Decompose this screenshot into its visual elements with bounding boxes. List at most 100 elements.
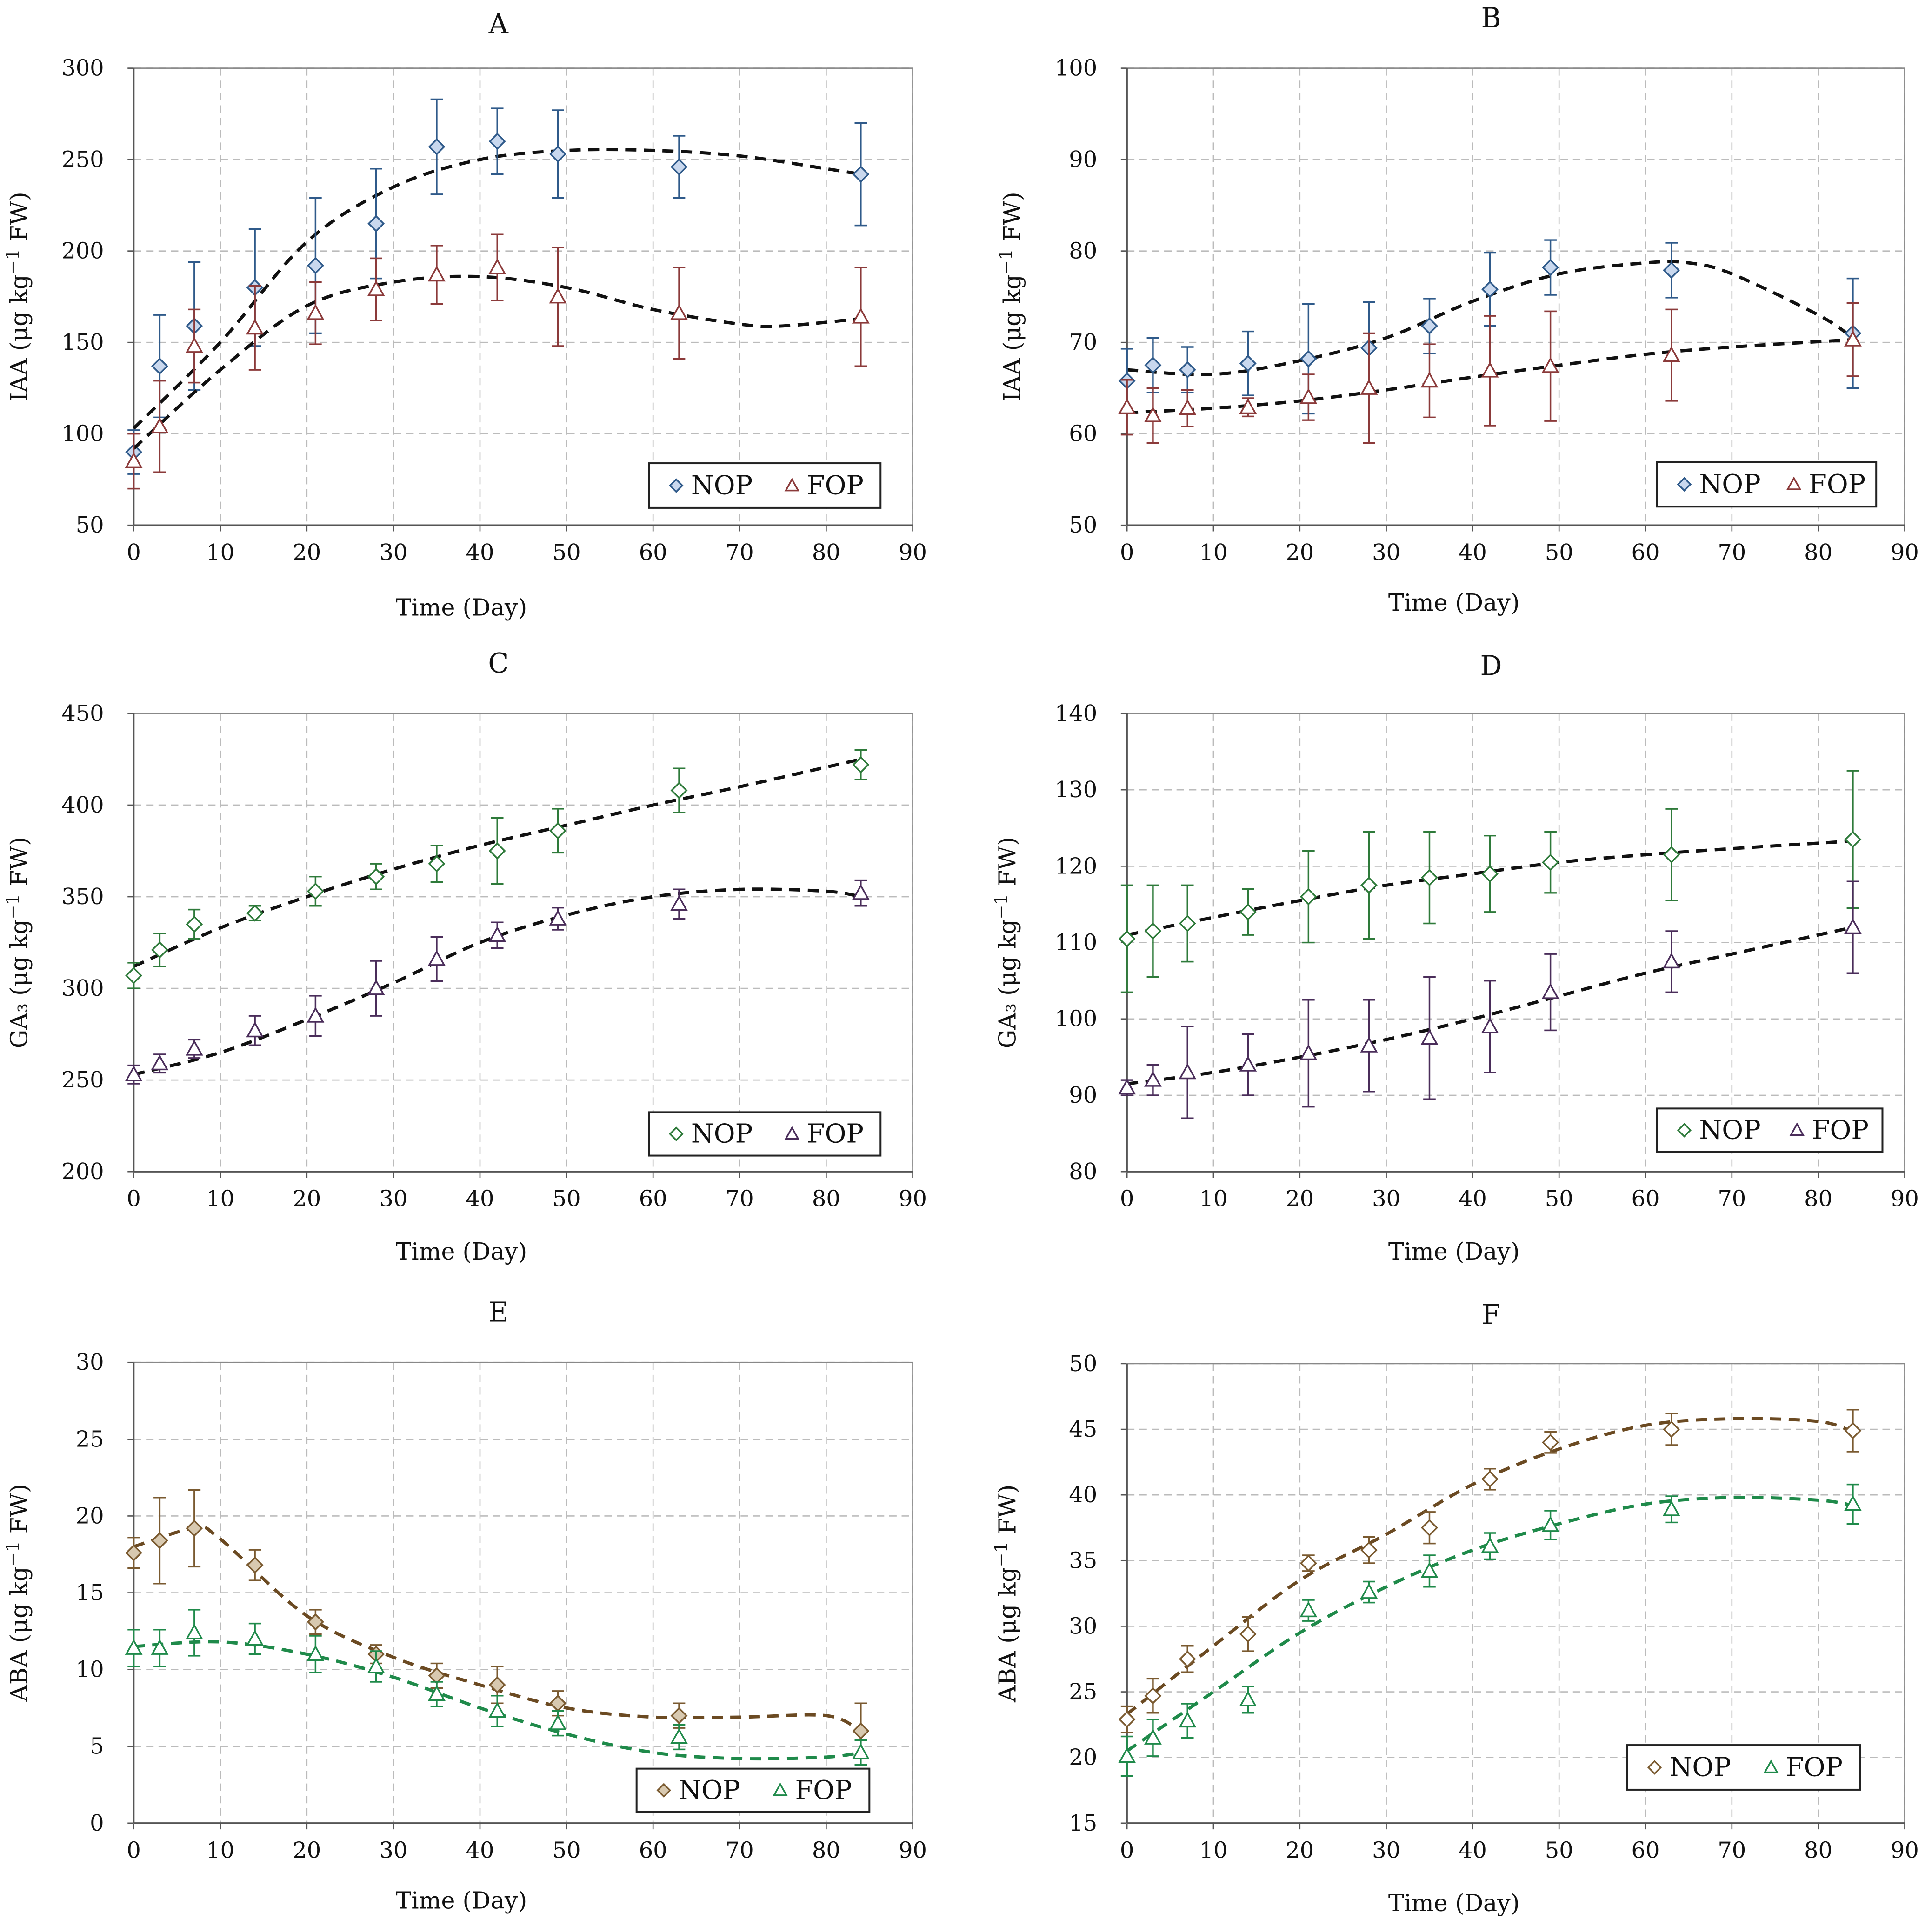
data-point-fop	[670, 895, 688, 911]
y-tick-label: 130	[1055, 777, 1097, 803]
x-tick-label: 30	[379, 1838, 407, 1863]
y-axis-label-suffix: FW)	[994, 837, 1021, 894]
data-point-nop	[1481, 1470, 1499, 1488]
y-tick-label: 25	[76, 1426, 104, 1452]
y-tick-label: 10	[76, 1657, 104, 1683]
data-point-fop	[428, 1685, 446, 1701]
x-tick-label: 80	[1804, 1186, 1832, 1212]
chart-panel-d: 0 10 20 30 40 50 60 70 80 90 80 90 100 110 120 130 140 D T…	[991, 650, 1919, 1265]
data-point-nop	[1421, 1519, 1438, 1537]
data-point-fop	[1144, 406, 1162, 422]
y-tick-label: 350	[61, 884, 104, 910]
data-point-nop	[1663, 1420, 1680, 1438]
chart-panel-e: 0 10 20 30 40 50 60 70 80 90 0 5 10 15 20 25 30 E Time (Da…	[2, 1296, 927, 1914]
data-point-nop	[1179, 915, 1196, 932]
data-point-fop	[1481, 361, 1499, 378]
y-tick-label: 150	[61, 330, 104, 355]
data-point-nop	[1360, 1541, 1378, 1559]
data-point-fop	[1844, 330, 1862, 347]
x-tick-label: 70	[1718, 1186, 1746, 1212]
x-tick-label: 70	[726, 1838, 754, 1863]
y-tick-label: 40	[1069, 1482, 1097, 1508]
y-tick-label: 300	[61, 976, 104, 1001]
x-tick-label: 50	[553, 1186, 581, 1212]
chart-title: C	[488, 647, 509, 679]
x-tick-label: 90	[1891, 1838, 1919, 1863]
series-fop	[125, 879, 870, 1085]
chart-panel-a: 0 10 20 30 40 50 60 70 80 90 50 100 150 200 250 300 A Tim…	[2, 8, 927, 621]
data-point-fop	[428, 266, 446, 282]
x-axis-label: Time (Day)	[1388, 1889, 1520, 1917]
data-point-fop	[125, 452, 143, 468]
x-tick-label: 70	[726, 540, 754, 566]
legend-triangle-icon	[784, 1126, 800, 1140]
x-tick-label: 20	[1286, 1838, 1314, 1863]
legend-box	[648, 1111, 882, 1157]
legend: NOP FOP	[648, 1111, 882, 1157]
data-point-fop	[1299, 1044, 1318, 1060]
x-tick-label: 80	[1804, 540, 1832, 566]
y-tick-label: 80	[1069, 239, 1097, 264]
plot-frame	[133, 67, 913, 526]
chart-panel-b: 0 10 20 30 40 50 60 70 80 90 50 60 70 80 90 100 B Time (D…	[996, 2, 1919, 616]
data-point-nop	[1144, 356, 1162, 374]
y-axis-label: GA₃ (μg kg−1 FW)	[2, 837, 33, 1048]
legend-diamond-icon	[656, 1783, 672, 1798]
legend-label: FOP	[1786, 1753, 1843, 1783]
y-tick-label: 300	[61, 56, 104, 81]
data-point-nop	[125, 967, 143, 984]
x-axis-label: Time (Day)	[1388, 1238, 1520, 1265]
data-point-fop	[1179, 1063, 1197, 1080]
data-point-fop	[1662, 1500, 1680, 1516]
y-axis-label-prefix: GA₃ (μg kg	[6, 920, 33, 1048]
y-tick-label: 450	[61, 701, 104, 726]
x-tick-label: 40	[1459, 1838, 1487, 1863]
x-tick-label: 0	[127, 1838, 141, 1863]
data-point-nop	[1118, 1711, 1136, 1728]
data-point-fop	[1844, 918, 1862, 934]
data-point-fop	[185, 1623, 203, 1639]
legend-triangle-icon	[1789, 1122, 1805, 1136]
legend-diamond-icon	[669, 1126, 684, 1141]
data-point-nop	[1118, 930, 1136, 947]
legend-label: FOP	[807, 471, 864, 501]
x-tick-label: 30	[1372, 540, 1400, 566]
data-point-nop	[1421, 869, 1438, 886]
data-point-nop	[1663, 846, 1680, 864]
x-tick-label: 90	[1891, 1186, 1919, 1212]
data-point-nop	[1239, 1625, 1257, 1643]
y-tick-label: 45	[1069, 1417, 1097, 1442]
data-point-nop	[1144, 922, 1162, 940]
plot-frame	[1126, 67, 1905, 526]
data-point-nop	[306, 257, 324, 274]
legend-label: NOP	[1669, 1753, 1731, 1783]
data-point-fop	[306, 1645, 325, 1661]
y-tick-label: 250	[61, 1067, 104, 1093]
data-point-nop	[1144, 1687, 1162, 1705]
y-tick-label: 90	[1069, 1083, 1097, 1108]
y-axis-label-prefix: IAA (μg kg	[6, 274, 33, 401]
y-tick-label: 15	[1069, 1811, 1097, 1836]
y-tick-label: 100	[1055, 1006, 1097, 1032]
data-point-nop	[367, 215, 385, 233]
chart-title: D	[1480, 650, 1502, 681]
data-point-nop	[1299, 888, 1317, 906]
x-tick-label: 40	[466, 540, 494, 566]
x-tick-label: 10	[1199, 1186, 1227, 1212]
data-point-fop	[125, 1065, 143, 1081]
chart-panel-f: 0 10 20 30 40 50 60 70 80 90 15 20 25 30 35 40 45 50 F Time…	[991, 1299, 1919, 1917]
series-nop	[125, 98, 870, 475]
y-tick-label: 15	[76, 1580, 104, 1606]
x-tick-label: 60	[1632, 1186, 1660, 1212]
y-tick-label: 400	[61, 793, 104, 818]
y-axis-label-sup: −1	[991, 1542, 1011, 1567]
legend-label: FOP	[1812, 1115, 1869, 1146]
x-tick-label: 10	[206, 1186, 234, 1212]
legend-label: NOP	[679, 1775, 740, 1806]
data-point-nop	[1542, 1433, 1559, 1451]
data-point-nop	[1844, 831, 1862, 848]
y-tick-label: 0	[90, 1811, 104, 1836]
chart-title: F	[1482, 1299, 1501, 1331]
legend-label: FOP	[795, 1775, 852, 1806]
data-point-nop	[306, 882, 324, 900]
